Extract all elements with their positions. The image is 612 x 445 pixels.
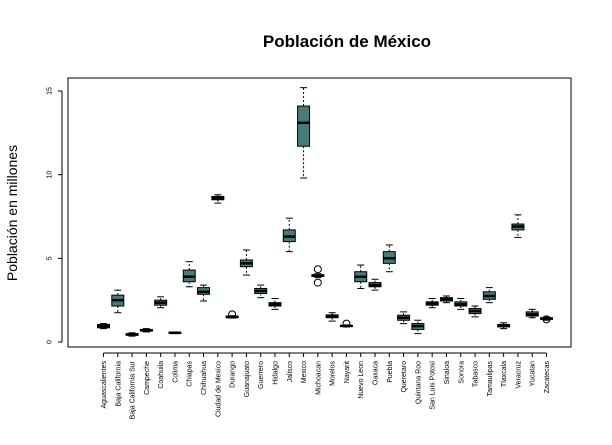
box-sonora (454, 297, 468, 310)
box-tlaxcala (497, 322, 511, 330)
box-hidalgo (268, 297, 282, 310)
box-campeche (139, 328, 153, 333)
box-michoacan (311, 265, 325, 287)
box-tamaulipas (482, 287, 496, 304)
x-tick-label: Chihuahua (201, 361, 208, 395)
x-tick-label: Ciudad de Mexico (215, 361, 222, 417)
x-tick-label: Queretaro (401, 361, 408, 393)
x-tick-label: Colima (172, 361, 179, 383)
box-durango (225, 310, 239, 319)
x-tick-label: Michoacan (315, 361, 322, 395)
outlier-point (542, 315, 551, 324)
x-tick-label: Morelos (330, 361, 337, 386)
x-tick-label: Tlaxcala (501, 361, 508, 387)
box-aguascalientes (97, 323, 110, 330)
x-tick-label: Yucatan (530, 361, 537, 386)
box-mexico (297, 87, 311, 179)
box-san-luis-potosi (425, 297, 439, 309)
chart-title: Población de México (263, 32, 431, 51)
box-veracruz (511, 214, 525, 238)
x-tick-label: Jalisco (287, 361, 294, 383)
box-queretaro (397, 311, 411, 325)
x-tick-label: Zacatecas (544, 361, 551, 394)
x-tick-label: Sonora (458, 361, 465, 384)
outlier-point (228, 310, 237, 319)
x-tick-label: Tabasco (473, 361, 480, 387)
x-tick-label: Veracruz (515, 361, 522, 389)
x-tick-label: Campeche (144, 361, 151, 395)
x-tick-label: Durango (230, 361, 237, 388)
box-yucatan (525, 308, 539, 319)
box-chihuahua (197, 284, 211, 302)
x-tick-label: Guanajuato (244, 361, 251, 397)
box-sinaloa (439, 295, 453, 304)
x-tick-label: Baja California (115, 361, 122, 407)
boxes (97, 87, 553, 337)
x-tick-label: Nayarit (344, 361, 351, 383)
x-tick-label: Tamaulipas (487, 361, 494, 397)
y-tick-label: 0 (47, 340, 54, 344)
x-tick-label: Quintana Roo (415, 361, 422, 404)
x-axis: Aguascalientes Baja California Baja Califo… (101, 352, 551, 419)
box-chiapas (182, 261, 196, 288)
x-tick-label: Mexico (301, 361, 308, 383)
box-ciudad-de-mexico (211, 194, 225, 204)
y-tick-label: 5 (47, 256, 54, 260)
box-morelos (325, 312, 339, 322)
plot-frame (67, 77, 572, 348)
x-tick-label: Sinaloa (444, 361, 451, 384)
x-tick-label: Nuevo Leon (358, 361, 365, 399)
box-zacatecas (540, 315, 553, 324)
y-tick-label: 15 (47, 87, 54, 95)
box-nuevo-leon (354, 264, 368, 289)
y-axis: 0 5 10 15 (47, 87, 63, 344)
box-nayarit (339, 319, 353, 328)
box-puebla (382, 244, 396, 273)
box-jalisco (282, 217, 296, 253)
x-tick-label: Baja California Sur (130, 360, 137, 419)
box-guerrero (254, 284, 268, 299)
x-tick-label: San Luis Potosi (430, 361, 437, 410)
y-axis-label: Población en millones (4, 145, 20, 281)
x-tick-label: Chiapas (187, 361, 194, 387)
box-coahuila (154, 296, 168, 309)
box-oaxaca (368, 278, 382, 291)
x-tick-label: Hidalgo (272, 361, 279, 385)
box-colima (168, 331, 182, 335)
x-tick-label: Aguascalientes (101, 361, 108, 409)
iqr-box (297, 105, 311, 147)
box-quintana-roo (411, 319, 425, 335)
box-tabasco (468, 305, 482, 318)
x-tick-label: Guerrero (258, 361, 265, 389)
x-tick-label: Puebla (387, 361, 394, 383)
x-tick-label: Coahuila (158, 361, 165, 389)
y-tick-label: 10 (47, 171, 54, 179)
outlier-point (342, 319, 351, 328)
box-baja-california (111, 289, 125, 314)
box-guanajuato (239, 249, 253, 276)
box-baja-california-sur (125, 332, 139, 337)
x-tick-label: Oaxaca (373, 361, 380, 385)
outlier-point (313, 278, 322, 287)
outlier-point (313, 265, 322, 274)
